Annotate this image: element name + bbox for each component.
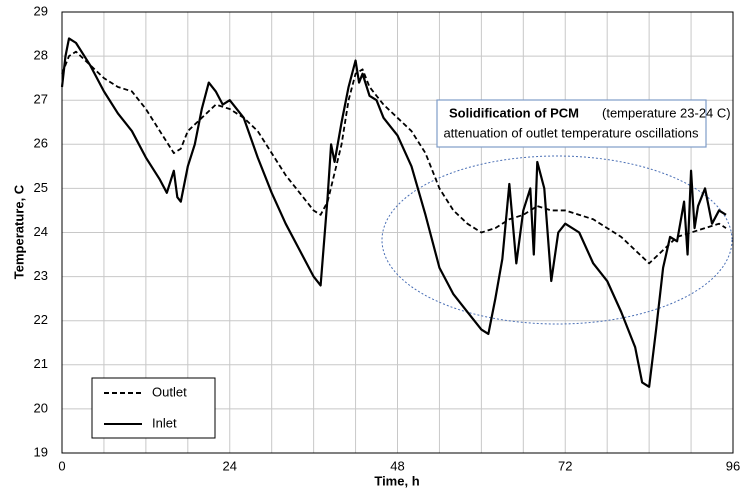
annotation-detail: (temperature 23-24 C) [602, 105, 731, 120]
x-tick-label: 48 [390, 458, 404, 473]
annotation-box [436, 99, 707, 148]
x-tick-label: 72 [558, 458, 572, 473]
legend-label: Inlet [152, 415, 177, 430]
y-tick-label: 27 [34, 92, 48, 107]
legend-box [91, 377, 216, 439]
series-line [60, 37, 727, 388]
annotation-title: Solidification of PCM [449, 105, 579, 120]
y-tick-label: 20 [34, 400, 48, 415]
x-tick-label: 96 [726, 458, 740, 473]
y-tick-label: 29 [34, 3, 48, 18]
y-tick-label: 25 [34, 180, 48, 195]
plot-frame [61, 11, 734, 454]
y-tick-label: 21 [34, 356, 48, 371]
y-tick-label: 26 [34, 136, 48, 151]
legend-label: Outlet [152, 384, 187, 399]
y-tick-label: 23 [34, 268, 48, 283]
highlight-ellipse [381, 155, 733, 325]
series-line [61, 50, 727, 265]
x-axis-label: Time, h [374, 473, 419, 488]
x-tick-label: 0 [58, 458, 65, 473]
x-tick-label: 24 [223, 458, 237, 473]
y-tick-label: 19 [34, 444, 48, 459]
y-tick-label: 24 [34, 224, 48, 239]
y-tick-label: 28 [34, 48, 48, 63]
y-axis-label: Temperature, C [11, 184, 26, 279]
annotation-line: attenuation of outlet temperature oscill… [443, 125, 699, 140]
y-tick-label: 22 [34, 312, 48, 327]
